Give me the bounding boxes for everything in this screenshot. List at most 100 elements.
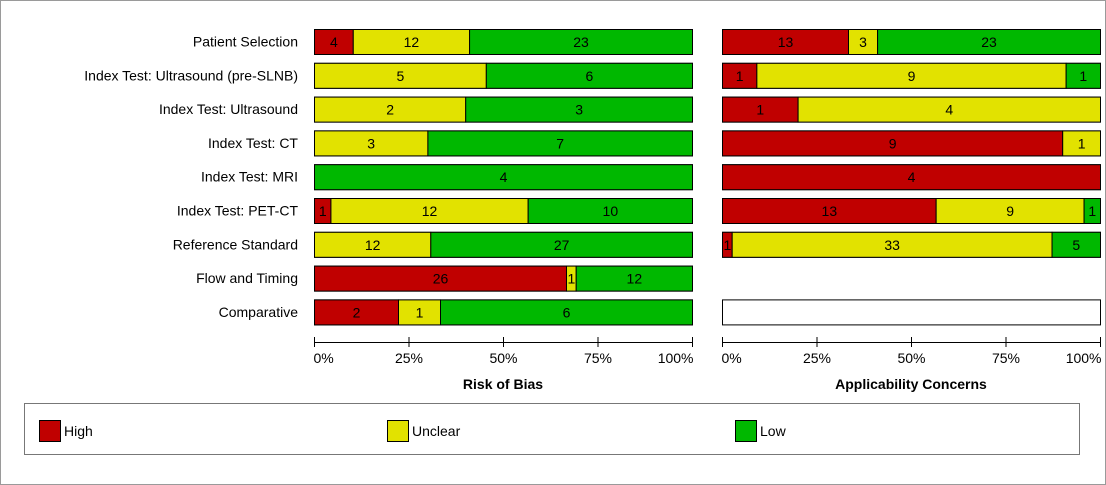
- rob-bar-label-high-index-test-pet-ct: 1: [319, 203, 327, 219]
- app-bar-label-unclear-index-test-ct: 1: [1078, 135, 1086, 151]
- app-bar-label-low-reference-standard: 5: [1072, 237, 1080, 253]
- rob-bar-label-low-patient-selection: 23: [573, 34, 589, 50]
- app-bar-label-high-patient-selection: 13: [778, 34, 794, 50]
- app-bar-label-unclear-index-test-pet-ct: 9: [1006, 203, 1014, 219]
- rob-bar-label-low-index-test-ultrasound: 3: [575, 102, 583, 118]
- rob-bar-label-low-index-test-mri: 4: [500, 169, 508, 185]
- app-bar-label-low-index-test-ultrasound-pre-slnb: 1: [1079, 68, 1087, 84]
- rob-bar-high-flow-and-timing: [314, 265, 567, 292]
- rob-bar-low-patient-selection: [469, 29, 694, 55]
- rob-tick-label: 0%: [314, 350, 334, 366]
- app-bar-label-high-index-test-ct: 9: [889, 135, 897, 151]
- app-bar-unclear-index-test-ultrasound: [797, 96, 1101, 123]
- category-label-flow-and-timing: Flow and Timing: [196, 270, 298, 286]
- legend-swatch-low: [735, 420, 757, 442]
- rob-bar-label-low-index-test-ultrasound-pre-slnb: 6: [586, 68, 594, 84]
- rob-bar-label-low-index-test-pet-ct: 10: [603, 203, 619, 219]
- rob-bar-label-high-comparative: 2: [353, 304, 361, 320]
- rob-bar-low-flow-and-timing: [575, 265, 694, 292]
- app-bar-low-index-test-pet-ct: [1083, 198, 1101, 224]
- legend-item-low: Low: [735, 420, 786, 442]
- category-labels: Patient Selection Index Test: Ultrasound …: [84, 34, 298, 320]
- app-bar-label-unclear-patient-selection: 3: [859, 34, 867, 50]
- app-axis-title: Applicability Concerns: [835, 376, 987, 392]
- rob-bar-unclear-index-test-pet-ct: [330, 198, 529, 224]
- app-bar-label-high-index-test-mri: 4: [908, 169, 916, 185]
- rob-bar-label-high-flow-and-timing: 26: [433, 271, 449, 287]
- rob-axis-title: Risk of Bias: [463, 376, 543, 392]
- app-bar-high-index-test-ultrasound: [722, 96, 799, 123]
- app-bar-label-high-index-test-pet-ct: 13: [822, 203, 838, 219]
- app-tick-label: 25%: [803, 350, 831, 366]
- rob-tick-label: 25%: [395, 350, 423, 366]
- rob-bar-label-unclear-flow-and-timing: 1: [567, 271, 575, 287]
- app-bar-label-unclear-index-test-ultrasound-pre-slnb: 9: [908, 68, 916, 84]
- rob-bar-label-high-patient-selection: 4: [330, 34, 338, 50]
- rob-bar-label-low-comparative: 6: [563, 304, 571, 320]
- category-label-index-test-pet-ct: Index Test: PET-CT: [177, 203, 299, 219]
- app-bar-label-high-reference-standard: 1: [723, 237, 731, 253]
- legend-label-unclear: Unclear: [412, 423, 461, 439]
- app-tick-label: 0%: [722, 350, 742, 366]
- rob-bar-label-unclear-comparative: 1: [416, 304, 424, 320]
- rob-bar-low-reference-standard: [430, 231, 693, 258]
- app-bar-low-patient-selection: [877, 29, 1101, 55]
- rob-bar-label-low-flow-and-timing: 12: [627, 271, 643, 287]
- app-bar-label-unclear-index-test-ultrasound: 4: [945, 102, 953, 118]
- rob-bar-label-unclear-index-test-pet-ct: 12: [422, 203, 438, 219]
- category-label-patient-selection: Patient Selection: [193, 34, 298, 50]
- rob-bar-label-unclear-index-test-ct: 3: [367, 135, 375, 151]
- rob-tick-label: 50%: [489, 350, 517, 366]
- category-label-index-test-ultrasound: Index Test: Ultrasound: [159, 101, 298, 117]
- category-label-index-test-mri: Index Test: MRI: [201, 169, 298, 185]
- category-label-index-test-ct: Index Test: CT: [208, 135, 298, 151]
- category-label-comparative: Comparative: [219, 304, 299, 320]
- app-bar-low-reference-standard: [1051, 231, 1101, 258]
- rob-bar-label-low-reference-standard: 27: [554, 237, 570, 253]
- app-bar-label-low-index-test-pet-ct: 1: [1088, 203, 1096, 219]
- app-bar-outline-comparative: [722, 299, 1101, 326]
- rob-bar-label-unclear-index-test-ultrasound: 2: [386, 102, 394, 118]
- risk-of-bias-chart: Patient Selection Index Test: Ultrasound …: [84, 29, 1102, 392]
- app-bar-label-unclear-reference-standard: 33: [884, 237, 900, 253]
- legend-label-high: High: [64, 423, 93, 439]
- rob-bar-label-unclear-patient-selection: 12: [404, 34, 420, 50]
- app-bar-high-patient-selection: [722, 29, 849, 55]
- app-tick-label: 75%: [992, 350, 1020, 366]
- legend-label-low: Low: [760, 423, 786, 439]
- app-bar-unclear-index-test-ultrasound-pre-slnb: [756, 62, 1067, 89]
- legend-item-high: High: [39, 420, 93, 442]
- rob-bar-unclear-index-test-ultrasound-pre-slnb: [314, 62, 487, 89]
- app-bar-high-index-test-mri: [722, 164, 1101, 191]
- app-bar-label-high-index-test-ultrasound-pre-slnb: 1: [736, 68, 744, 84]
- rob-bar-unclear-index-test-ct: [314, 130, 429, 157]
- legend-item-unclear: Unclear: [387, 420, 460, 442]
- rob-bar-label-low-index-test-ct: 7: [556, 135, 564, 151]
- rob-bar-high-patient-selection: [314, 29, 354, 55]
- category-label-index-test-ultrasound-pre-slnb: Index Test: Ultrasound (pre-SLNB): [84, 67, 298, 83]
- rob-bar-label-unclear-reference-standard: 12: [365, 237, 381, 253]
- legend-swatch-unclear: [387, 420, 409, 442]
- rob-bar-unclear-index-test-ultrasound: [314, 96, 467, 123]
- app-bar-unclear-reference-standard: [731, 231, 1053, 258]
- rob-bar-unclear-comparative: [398, 299, 441, 326]
- legend-swatch-high: [39, 420, 61, 442]
- rob-bar-high-comparative: [314, 299, 399, 326]
- app-bar-low-index-test-ultrasound-pre-slnb: [1065, 62, 1101, 89]
- rob-tick-label: 100%: [658, 350, 694, 366]
- app-bar-unclear-index-test-ct: [1062, 130, 1101, 157]
- rob-bar-low-index-test-ultrasound-pre-slnb: [485, 62, 693, 89]
- rob-bar-low-comparative: [440, 299, 693, 326]
- category-label-reference-standard: Reference Standard: [173, 236, 298, 252]
- app-bar-high-index-test-ct: [722, 130, 1064, 157]
- rob-bar-unclear-reference-standard: [314, 231, 432, 258]
- app-tick-label: 100%: [1066, 350, 1102, 366]
- legend: High Unclear Low: [24, 403, 1080, 455]
- app-bar-unclear-index-test-pet-ct: [935, 198, 1085, 224]
- rob-tick-label: 75%: [584, 350, 612, 366]
- app-tick-label: 50%: [897, 350, 925, 366]
- app-bar-label-high-index-test-ultrasound: 1: [756, 102, 764, 118]
- rob-bar-low-index-test-mri: [314, 164, 693, 191]
